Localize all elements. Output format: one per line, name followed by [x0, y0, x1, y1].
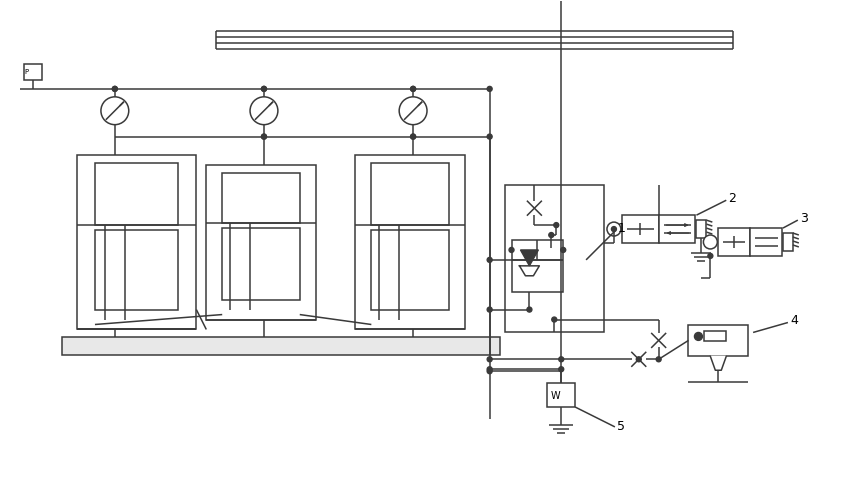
Circle shape: [551, 317, 557, 322]
Circle shape: [101, 97, 129, 125]
Polygon shape: [521, 250, 539, 266]
Bar: [688, 325, 748, 356]
Circle shape: [487, 134, 492, 139]
Bar: [511, 240, 564, 292]
Bar: [547, 383, 576, 407]
Bar: [750, 228, 782, 256]
Circle shape: [399, 97, 427, 125]
Bar: [206, 165, 315, 319]
Circle shape: [487, 369, 492, 374]
Bar: [77, 155, 197, 329]
Circle shape: [527, 307, 532, 312]
Text: 4: 4: [790, 314, 798, 327]
Circle shape: [549, 232, 554, 238]
Circle shape: [607, 222, 621, 236]
Bar: [371, 163, 449, 225]
Circle shape: [637, 357, 642, 362]
Circle shape: [487, 87, 492, 91]
Circle shape: [704, 235, 717, 249]
Bar: [95, 163, 179, 225]
Bar: [718, 228, 750, 256]
Circle shape: [261, 87, 266, 91]
Circle shape: [411, 87, 416, 91]
Polygon shape: [710, 356, 726, 370]
Text: P: P: [24, 69, 28, 75]
Circle shape: [561, 248, 566, 252]
Circle shape: [113, 87, 118, 91]
Bar: [222, 174, 300, 223]
Bar: [622, 215, 659, 243]
Bar: [659, 215, 696, 243]
Bar: [222, 228, 300, 300]
Circle shape: [656, 357, 661, 362]
Bar: [356, 155, 465, 329]
Bar: [504, 185, 604, 333]
Circle shape: [509, 248, 514, 252]
Text: 1: 1: [618, 222, 625, 235]
Circle shape: [411, 134, 416, 139]
Circle shape: [113, 87, 118, 91]
Bar: [95, 230, 179, 310]
Circle shape: [261, 134, 266, 139]
Circle shape: [558, 367, 564, 372]
Text: W: W: [551, 391, 560, 401]
Circle shape: [411, 87, 416, 91]
Bar: [24, 64, 42, 80]
Circle shape: [612, 227, 617, 231]
Bar: [371, 230, 449, 310]
Circle shape: [708, 253, 713, 259]
Circle shape: [487, 367, 492, 372]
Text: 3: 3: [800, 212, 807, 225]
Circle shape: [261, 134, 266, 139]
Circle shape: [261, 87, 266, 91]
Circle shape: [694, 333, 703, 340]
Bar: [697, 220, 706, 238]
Circle shape: [554, 223, 558, 228]
Circle shape: [558, 357, 564, 362]
Bar: [62, 337, 500, 355]
Text: 5: 5: [617, 421, 624, 434]
Circle shape: [411, 134, 416, 139]
Polygon shape: [520, 266, 539, 276]
Circle shape: [250, 97, 277, 125]
Circle shape: [487, 257, 492, 262]
Bar: [704, 331, 726, 341]
Circle shape: [487, 307, 492, 312]
Circle shape: [487, 357, 492, 362]
Bar: [783, 233, 793, 251]
Text: 2: 2: [728, 192, 736, 205]
